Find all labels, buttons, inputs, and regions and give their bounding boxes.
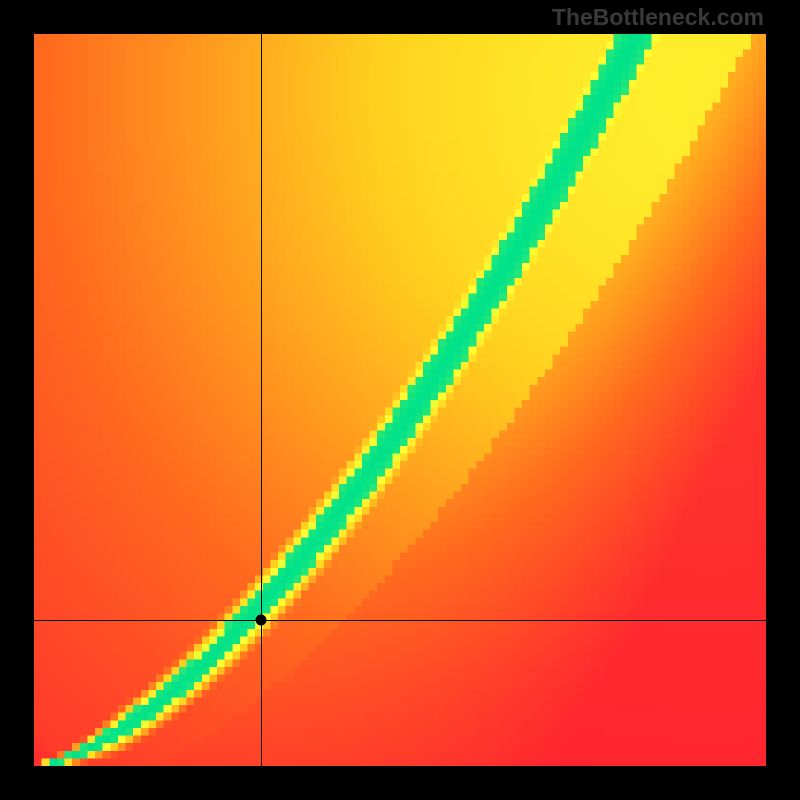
heatmap-canvas xyxy=(34,34,766,766)
crosshair-horizontal xyxy=(34,620,766,621)
crosshair-marker xyxy=(255,614,266,625)
crosshair-vertical xyxy=(261,34,262,766)
attribution-text: TheBottleneck.com xyxy=(552,4,764,31)
heatmap-plot xyxy=(34,34,766,766)
